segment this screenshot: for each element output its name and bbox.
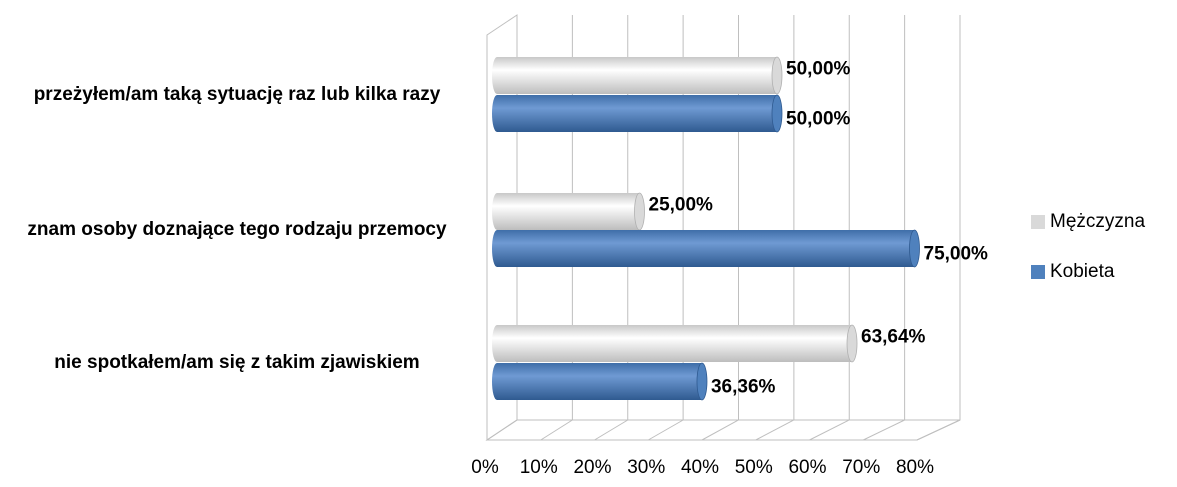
bar-part: [492, 95, 502, 132]
floor: [485, 419, 961, 441]
bar: [492, 362, 708, 401]
bar: [492, 324, 858, 363]
bar-part: [497, 193, 640, 230]
category-label: znam osoby doznające tego rodzaju przemo…: [27, 219, 447, 240]
grid-line: [809, 15, 850, 441]
legend-label: Kobieta: [1050, 261, 1115, 282]
bar-part: [497, 230, 915, 267]
grid-line: [486, 15, 518, 441]
bar-part: [771, 56, 783, 95]
value-label: 36,36%: [711, 377, 776, 398]
grid-line: [648, 15, 684, 441]
x-tick-label: 60%: [788, 457, 826, 478]
bar: [492, 94, 783, 133]
grid-line: [755, 15, 795, 441]
x-tick-label: 10%: [520, 457, 558, 478]
x-tick-label: 20%: [573, 457, 611, 478]
grid-line: [594, 15, 629, 441]
legend-swatch: [1031, 265, 1045, 279]
bar-part: [492, 230, 502, 267]
bar-part: [909, 229, 920, 268]
bar-part: [634, 192, 645, 231]
bar: [492, 229, 920, 268]
x-tick-label: 40%: [681, 457, 719, 478]
bar-part: [497, 363, 702, 400]
bar: [492, 56, 783, 95]
x-tick-label: 30%: [627, 457, 665, 478]
value-label: 75,00%: [924, 244, 989, 265]
bar-part: [771, 94, 783, 133]
bar-part: [492, 193, 502, 230]
category-label: przeżyłem/am taką sytuację raz lub kilka…: [33, 84, 441, 105]
grid-line: [916, 15, 961, 441]
legend-swatch: [1031, 215, 1045, 229]
bar: [492, 192, 645, 231]
x-tick-label: 50%: [735, 457, 773, 478]
x-tick-label: 0%: [471, 457, 499, 478]
value-label: 50,00%: [786, 59, 851, 80]
bar-part: [492, 325, 502, 362]
value-label: 25,00%: [649, 195, 714, 216]
grid-line: [863, 15, 906, 441]
bar-part: [497, 57, 777, 94]
bar-part: [497, 325, 853, 362]
x-tick-label: 70%: [842, 457, 880, 478]
bar-part: [492, 57, 502, 94]
legend-label: Mężczyzna: [1050, 211, 1145, 232]
value-label: 63,64%: [861, 327, 926, 348]
bar-part: [497, 95, 777, 132]
grid-line: [540, 15, 573, 441]
value-label: 50,00%: [786, 109, 851, 130]
bar-part: [846, 324, 858, 363]
category-label: nie spotkałem/am się z takim zjawiskiem: [54, 352, 420, 373]
bar-part: [696, 362, 708, 401]
bar-part: [492, 363, 502, 400]
x-tick-label: 80%: [896, 457, 934, 478]
grid-line: [701, 15, 739, 441]
